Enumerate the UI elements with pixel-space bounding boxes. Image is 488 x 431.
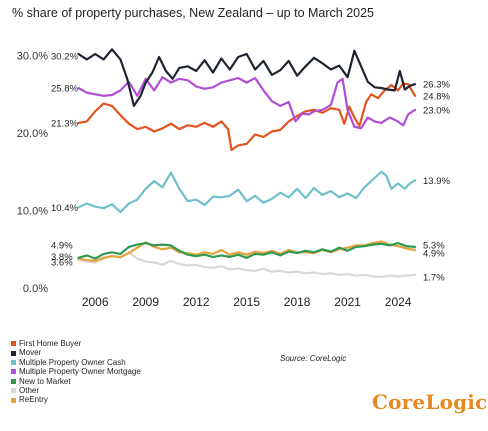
x-axis: 2006 2009 2012 2015 2018 2021 2024	[82, 295, 412, 309]
series-start-label: 21.3%	[51, 118, 78, 129]
series-line-multiple-property-owner-cash	[77, 170, 417, 214]
series-line-other	[77, 251, 417, 279]
series-end-label: 4.9%	[423, 249, 445, 260]
series-end-label: 26.3%	[423, 80, 450, 91]
legend-item: New to Market	[11, 377, 141, 386]
series-start-label: 30.2%	[51, 51, 78, 62]
series-layer	[77, 48, 417, 279]
legend-label: Other	[19, 386, 40, 396]
chart-title: % share of property purchases, New Zeala…	[12, 6, 375, 20]
y-tick-label: 0.0%	[23, 283, 48, 295]
series-line-reentry	[77, 240, 417, 262]
series-end-label: 1.7%	[423, 272, 445, 283]
series-start-label: 3.6%	[51, 258, 73, 269]
legend-item: Multiple Property Owner Mortgage	[11, 367, 141, 376]
y-tick-label: 10.0%	[17, 206, 48, 218]
legend-label: Multiple Property Owner Mortgage	[19, 367, 141, 377]
x-tick-label: 2009	[132, 295, 159, 309]
series-start-label: 10.4%	[51, 203, 78, 214]
legend-label: First Home Buyer	[19, 339, 82, 348]
legend-label: New to Market	[19, 376, 71, 386]
series-line-multiple-property-owner-mortgage	[77, 76, 417, 130]
series-start-label: 25.8%	[51, 84, 78, 95]
series-end-label: 13.9%	[423, 176, 450, 187]
series-line-first-home-buyer	[77, 82, 417, 152]
x-tick-label: 2015	[233, 295, 260, 309]
legend-swatch	[11, 388, 16, 394]
series-start-label: 3.8%	[51, 252, 73, 263]
legend-swatch	[11, 341, 16, 347]
legend-item: ReEntry	[11, 395, 141, 404]
legend-item: Other	[11, 386, 141, 395]
legend-label: ReEntry	[19, 395, 48, 405]
legend-swatch	[11, 360, 16, 366]
legend-item: Mover	[11, 348, 141, 357]
legend-swatch	[11, 397, 16, 403]
x-tick-label: 2021	[334, 295, 361, 309]
series-end-label: 24.8%	[423, 91, 450, 102]
series-line-mover	[77, 48, 417, 108]
x-tick-label: 2006	[82, 295, 109, 309]
legend-swatch	[11, 350, 16, 356]
y-tick-label: 20.0%	[17, 128, 48, 140]
x-tick-label: 2012	[183, 295, 210, 309]
series-start-label: 4.9%	[51, 240, 73, 251]
series-end-label: 23.0%	[423, 105, 450, 116]
series-line-new-to-market	[77, 242, 417, 260]
legend-label: Mover	[19, 348, 42, 358]
x-tick-label: 2024	[385, 295, 412, 309]
legend: First Home Buyer Mover Multiple Property O…	[11, 339, 141, 405]
corelogic-logo: CoreLogic	[372, 390, 488, 414]
legend-label: Multiple Property Owner Cash	[19, 357, 126, 367]
legend-item: Multiple Property Owner Cash	[11, 358, 141, 367]
source-note: Source: CoreLogic	[280, 354, 347, 363]
series-end-label: 5.3%	[423, 240, 445, 251]
legend-item: First Home Buyer	[11, 339, 141, 348]
legend-swatch	[11, 378, 16, 384]
legend-swatch	[11, 369, 16, 375]
y-axis: 0.0% 10.0% 20.0% 30.0%	[17, 51, 48, 296]
x-tick-label: 2018	[284, 295, 311, 309]
data-labels: 21.3% 24.8% 30.2% 26.3% 10.4% 13.9% 25.8% 23.0%…	[51, 51, 450, 283]
y-tick-label: 30.0%	[17, 51, 48, 63]
